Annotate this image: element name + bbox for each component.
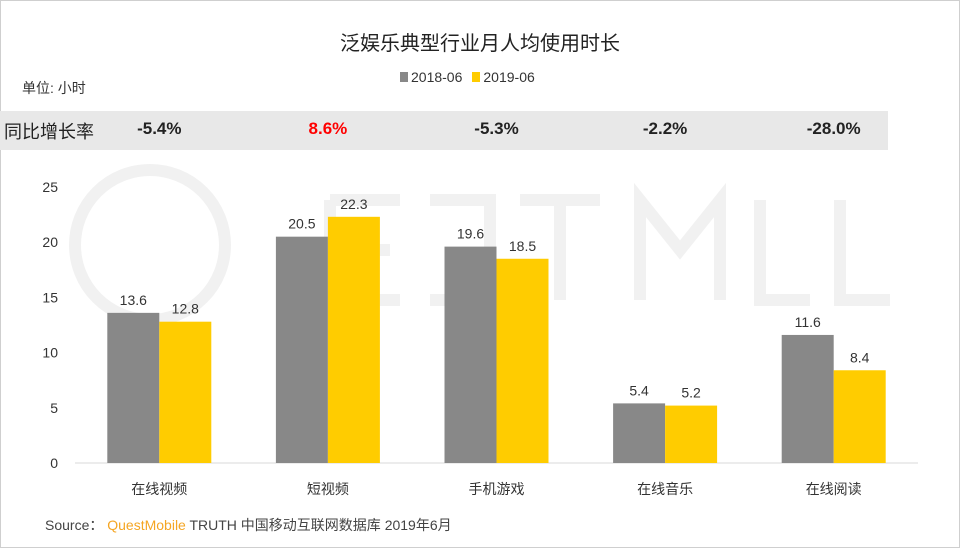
- data-label: 18.5: [509, 238, 536, 254]
- data-label: 20.5: [288, 216, 315, 232]
- source-rest: TRUTH 中国移动互联网数据库 2019年6月: [185, 517, 452, 533]
- x-tick-label: 在线音乐: [637, 481, 693, 497]
- legend-label: 2019-06: [483, 69, 535, 85]
- data-label: 19.6: [457, 226, 484, 242]
- data-label: 11.6: [795, 314, 821, 330]
- y-tick-label: 5: [50, 400, 58, 416]
- legend: 2018-06 2019-06: [400, 69, 535, 85]
- legend-item-2018: 2018-06: [400, 69, 462, 85]
- watermark-ring: [69, 164, 231, 326]
- data-label: 8.4: [850, 349, 870, 365]
- watermark-letters: [324, 182, 890, 306]
- source-brand: QuestMobile: [107, 517, 186, 533]
- growth-value: -5.3%: [474, 119, 519, 138]
- data-label: 22.3: [340, 196, 367, 212]
- bar-2019-06: [665, 405, 718, 463]
- bar-2018-06: [781, 334, 834, 463]
- bar-2019-06: [159, 321, 212, 463]
- growth-value: -2.2%: [642, 119, 688, 138]
- legend-item-2019: 2019-06: [472, 69, 535, 85]
- growth-value: -5.4%: [137, 119, 182, 138]
- legend-swatch: [400, 72, 408, 82]
- chart-title: 泛娱乐典型行业月人均使用时长: [340, 33, 620, 55]
- bar-2018-06: [444, 246, 497, 463]
- legend-swatch: [472, 72, 481, 82]
- x-tick-label: 手机游戏: [469, 481, 525, 497]
- bar-2019-06: [496, 258, 549, 463]
- unit-label: 单位: 小时: [22, 80, 86, 96]
- data-label: 5.4: [629, 382, 649, 398]
- legend-label: 2018-06: [411, 69, 463, 85]
- bar-2018-06: [275, 236, 328, 463]
- growth-value: 8.6%: [308, 119, 348, 138]
- data-label: 13.6: [120, 292, 147, 308]
- source-note: Source： QuestMobile TRUTH 中国移动互联网数据库 201…: [45, 515, 452, 535]
- y-tick-label: 10: [42, 345, 58, 361]
- bar-2019-06: [833, 370, 886, 463]
- growth-value: -28.0%: [806, 119, 861, 138]
- data-label: 12.8: [172, 301, 199, 317]
- data-label: 5.2: [681, 385, 701, 401]
- source-prefix: Source：: [45, 517, 104, 533]
- growth-label: 同比增长率: [4, 122, 94, 142]
- growth-band: [0, 111, 888, 150]
- bar-2019-06: [327, 216, 380, 463]
- x-tick-label: 在线视频: [131, 481, 187, 497]
- y-tick-label: 25: [42, 179, 58, 195]
- x-tick-label: 短视频: [307, 481, 349, 497]
- bar-2018-06: [613, 403, 666, 463]
- y-tick-label: 20: [42, 234, 58, 250]
- y-tick-label: 0: [50, 455, 58, 471]
- x-tick-label: 在线阅读: [806, 481, 862, 497]
- bar-2018-06: [107, 312, 160, 463]
- y-tick-label: 15: [42, 289, 58, 305]
